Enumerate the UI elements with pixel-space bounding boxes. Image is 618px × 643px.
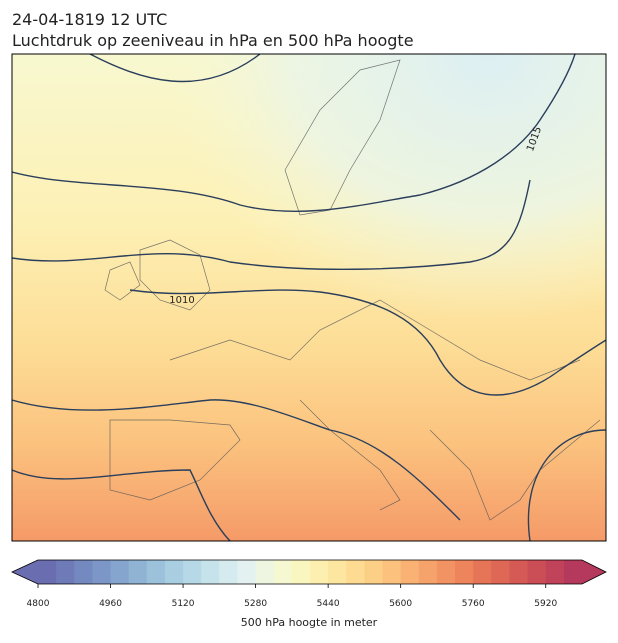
colorbar-segment bbox=[545, 560, 565, 584]
colorbar-segment bbox=[38, 560, 57, 584]
colorbar-segment bbox=[455, 560, 474, 584]
colorbar-segment bbox=[509, 560, 529, 584]
colorbar-extend bbox=[582, 560, 606, 584]
colorbar-tick-label: 5920 bbox=[534, 599, 557, 609]
colorbar-segment bbox=[291, 560, 311, 584]
colorbar-outline bbox=[11, 559, 607, 585]
colorbar-tick-label: 5280 bbox=[244, 599, 267, 609]
colorbar-segment bbox=[436, 560, 456, 584]
colorbar-tick-label: 5760 bbox=[462, 599, 485, 609]
colorbar-tick-label: 5440 bbox=[317, 599, 340, 609]
colorbar-segment bbox=[527, 560, 547, 584]
colorbar-segment bbox=[563, 560, 583, 584]
colorbar-tick-label: 5120 bbox=[172, 599, 195, 609]
colorbar-segment bbox=[418, 560, 438, 584]
colorbar-segment bbox=[128, 560, 148, 584]
colorbar-segment bbox=[56, 560, 75, 584]
colorbar-segment bbox=[74, 560, 93, 584]
colorbar-segment bbox=[491, 560, 510, 584]
title: 24-04-1819 12 UTC bbox=[12, 10, 167, 29]
contour-label: 1010 bbox=[169, 295, 194, 306]
colorbar-segment bbox=[237, 560, 257, 584]
colorbar-segment bbox=[183, 560, 202, 584]
colorbar-segment bbox=[382, 560, 402, 584]
colorbar-segment bbox=[92, 560, 112, 584]
colorbar-segment bbox=[310, 560, 329, 584]
colorbar-segment bbox=[364, 560, 384, 584]
subtitle: Luchtdruk op zeeniveau in hPa en 500 hPa… bbox=[12, 31, 414, 50]
map-frame bbox=[11, 53, 607, 542]
colorbar-tick-label: 4960 bbox=[99, 599, 122, 609]
colorbar-segment bbox=[346, 560, 365, 584]
colorbar-segment bbox=[473, 560, 492, 584]
colorbar: 4800 4960 5120 5280 5440 5600 5760 5920 bbox=[11, 559, 607, 609]
colorbar-segment bbox=[273, 560, 293, 584]
colorbar-segment bbox=[255, 560, 275, 584]
colorbar-label: 500 hPa hoogte in meter bbox=[241, 616, 378, 629]
colorbar-tick-label: 5600 bbox=[389, 599, 412, 609]
colorbar-segment bbox=[110, 560, 130, 584]
colorbar-segment bbox=[219, 560, 238, 584]
colorbar-tick-label: 4800 bbox=[27, 599, 50, 609]
colorbar-segment bbox=[400, 560, 420, 584]
colorbar-segment bbox=[201, 560, 220, 584]
colorbar-segment bbox=[164, 560, 184, 584]
map: 1010 1015 bbox=[12, 54, 606, 541]
colorbar-extend bbox=[12, 560, 38, 584]
colorbar-segment bbox=[328, 560, 347, 584]
colorbar-segment bbox=[146, 560, 166, 584]
